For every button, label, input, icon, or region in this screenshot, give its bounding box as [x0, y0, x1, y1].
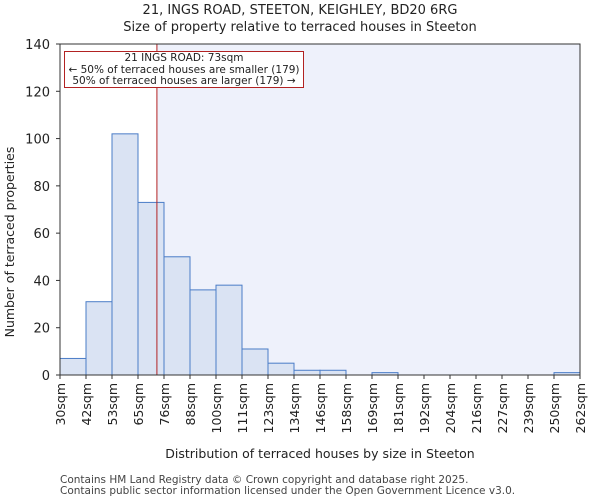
annotation-larger: 50% of terraced houses are larger (179) …: [72, 75, 296, 87]
histogram-bar: [163, 256, 191, 376]
histogram-bar: [215, 284, 243, 376]
y-tick-label: 40: [33, 274, 50, 289]
footer-licence: Contains public sector information licen…: [60, 485, 516, 497]
chart-title: 21, INGS ROAD, STEETON, KEIGHLEY, BD20 6…: [142, 3, 458, 18]
y-tick-label: 100: [25, 133, 50, 148]
marker-annotation-box: 21 INGS ROAD: 73sqm ← 50% of terraced ho…: [64, 51, 304, 88]
y-tick-label: 140: [25, 38, 50, 53]
x-tick-label: 30sqm: [53, 383, 68, 426]
x-tick-label: 42sqm: [79, 383, 94, 426]
x-tick-label: 169sqm: [365, 383, 380, 433]
x-tick-label: 192sqm: [417, 383, 432, 433]
x-tick-label: 100sqm: [209, 383, 224, 433]
histogram-bar: [267, 362, 295, 376]
histogram-bar: [137, 201, 165, 376]
histogram-bar: [189, 289, 217, 376]
footer-copyright: Contains HM Land Registry data © Crown c…: [60, 474, 469, 486]
chart-subtitle: Size of property relative to terraced ho…: [123, 20, 477, 35]
y-axis-label: Number of terraced properties: [2, 147, 17, 338]
x-tick-label: 239sqm: [521, 383, 536, 433]
x-tick-label: 53sqm: [105, 383, 120, 426]
histogram-bar: [241, 348, 269, 376]
x-tick-label: 123sqm: [261, 383, 276, 433]
y-tick-label: 60: [33, 227, 50, 242]
annotation-smaller: ← 50% of terraced houses are smaller (17…: [68, 63, 300, 76]
y-tick-label: 20: [33, 322, 50, 337]
histogram-bar: [293, 369, 321, 376]
x-tick-label: 250sqm: [547, 383, 562, 433]
x-tick-label: 216sqm: [469, 383, 484, 433]
x-tick-label: 158sqm: [339, 383, 354, 433]
histogram-bar: [85, 301, 113, 376]
x-tick-label: 111sqm: [235, 383, 250, 433]
x-tick-label: 134sqm: [287, 383, 302, 433]
x-tick-label: 76sqm: [157, 383, 172, 426]
y-tick-label: 0: [42, 369, 50, 384]
x-tick-label: 88sqm: [183, 383, 198, 426]
y-tick-label: 80: [33, 180, 50, 195]
x-tick-label: 65sqm: [131, 383, 146, 426]
x-tick-label: 227sqm: [495, 383, 510, 433]
x-tick-label: 146sqm: [313, 383, 328, 433]
annotation-title: 21 INGS ROAD: 73sqm: [124, 52, 244, 64]
y-tick-label: 120: [25, 85, 50, 100]
histogram-bar: [319, 369, 347, 376]
histogram-bar: [111, 133, 139, 376]
x-tick-label: 181sqm: [391, 383, 406, 433]
x-tick-label: 204sqm: [443, 383, 458, 433]
histogram-bar: [59, 357, 87, 376]
x-tick-label: 262sqm: [573, 383, 588, 433]
x-axis-label: Distribution of terraced houses by size …: [165, 446, 474, 461]
